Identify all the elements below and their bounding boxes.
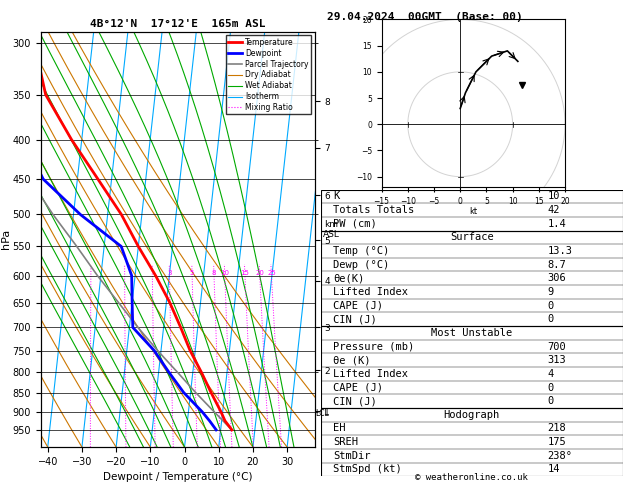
Text: Pressure (mb): Pressure (mb)	[333, 342, 414, 351]
Text: Dewp (°C): Dewp (°C)	[333, 260, 389, 270]
Text: 5: 5	[190, 270, 194, 276]
Text: 700: 700	[547, 342, 566, 351]
Text: Hodograph: Hodograph	[443, 410, 500, 420]
Text: Lifted Index: Lifted Index	[333, 287, 408, 297]
Text: Lifted Index: Lifted Index	[333, 369, 408, 379]
Text: Surface: Surface	[450, 232, 494, 243]
Bar	[321, 230, 623, 326]
Text: 14: 14	[547, 465, 560, 474]
Title: 4B°12'N  17°12'E  165m ASL: 4B°12'N 17°12'E 165m ASL	[90, 19, 265, 30]
Text: StmSpd (kt): StmSpd (kt)	[333, 465, 402, 474]
Text: 238°: 238°	[547, 451, 572, 461]
Text: StmDir: StmDir	[333, 451, 370, 461]
Text: EH: EH	[333, 423, 345, 434]
Text: 218: 218	[547, 423, 566, 434]
Bar	[321, 326, 623, 408]
Text: 313: 313	[547, 355, 566, 365]
Text: 15: 15	[240, 270, 250, 276]
Text: PW (cm): PW (cm)	[333, 219, 377, 229]
Text: 4: 4	[547, 369, 554, 379]
Y-axis label: km
ASL: km ASL	[323, 220, 340, 240]
Text: 10: 10	[220, 270, 230, 276]
Text: 42: 42	[547, 205, 560, 215]
Text: 8.7: 8.7	[547, 260, 566, 270]
Text: 13.3: 13.3	[547, 246, 572, 256]
Text: © weatheronline.co.uk: © weatheronline.co.uk	[415, 473, 528, 482]
Text: 8: 8	[212, 270, 216, 276]
Text: 3: 3	[167, 270, 172, 276]
X-axis label: Dewpoint / Temperature (°C): Dewpoint / Temperature (°C)	[103, 472, 252, 483]
Text: 1.4: 1.4	[547, 219, 566, 229]
X-axis label: kt: kt	[469, 207, 477, 216]
Text: CIN (J): CIN (J)	[333, 396, 377, 406]
Bar	[321, 190, 623, 230]
Text: θe(K): θe(K)	[333, 273, 364, 283]
Text: CAPE (J): CAPE (J)	[333, 301, 383, 311]
Text: 0: 0	[547, 314, 554, 324]
Text: K: K	[333, 191, 339, 201]
Text: 9: 9	[547, 287, 554, 297]
Legend: Temperature, Dewpoint, Parcel Trajectory, Dry Adiabat, Wet Adiabat, Isotherm, Mi: Temperature, Dewpoint, Parcel Trajectory…	[226, 35, 311, 114]
Text: CAPE (J): CAPE (J)	[333, 382, 383, 393]
Bar	[321, 408, 623, 476]
Text: 10: 10	[547, 191, 560, 201]
Text: Temp (°C): Temp (°C)	[333, 246, 389, 256]
Text: 20: 20	[255, 270, 264, 276]
Text: 25: 25	[267, 270, 276, 276]
Text: Most Unstable: Most Unstable	[431, 328, 513, 338]
Y-axis label: hPa: hPa	[1, 229, 11, 249]
Text: 306: 306	[547, 273, 566, 283]
Text: LCL: LCL	[316, 409, 329, 418]
Text: 175: 175	[547, 437, 566, 447]
Text: SREH: SREH	[333, 437, 358, 447]
Text: Totals Totals: Totals Totals	[333, 205, 414, 215]
Text: 0: 0	[547, 382, 554, 393]
Text: 29.04.2024  00GMT  (Base: 00): 29.04.2024 00GMT (Base: 00)	[327, 12, 523, 22]
Text: CIN (J): CIN (J)	[333, 314, 377, 324]
Text: 0: 0	[547, 301, 554, 311]
Text: 0: 0	[547, 396, 554, 406]
Text: θe (K): θe (K)	[333, 355, 370, 365]
